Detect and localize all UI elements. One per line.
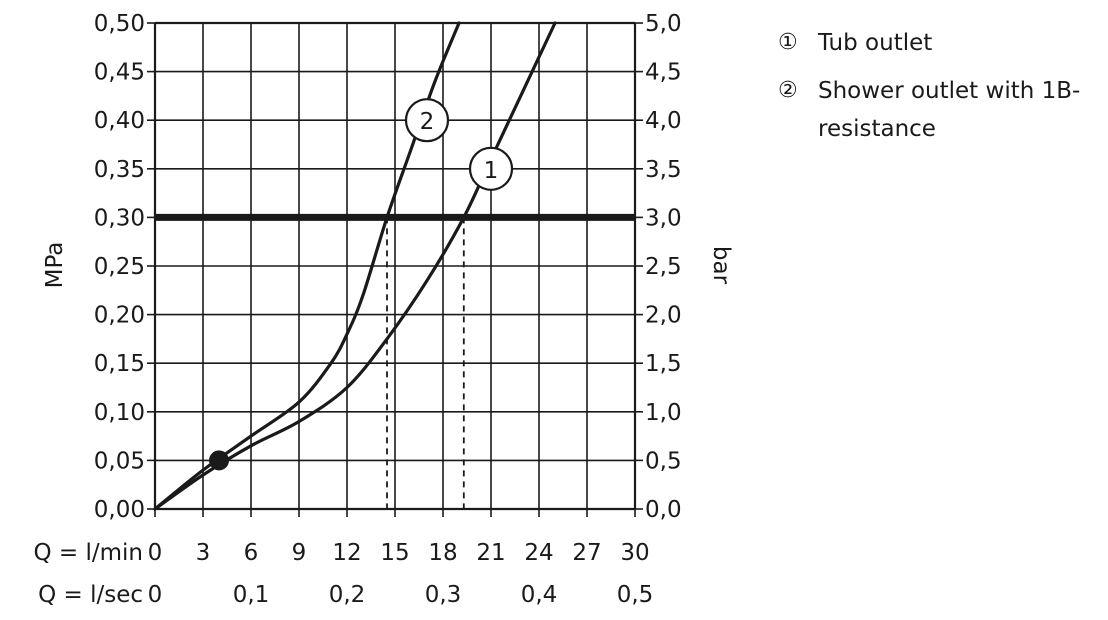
y-tick-label-bar: 3,0 xyxy=(645,205,682,231)
x-tick-label-lmin: 9 xyxy=(292,540,307,566)
y-tick-label-mpa: 0,30 xyxy=(94,205,145,231)
y-tick-label-bar: 0,0 xyxy=(645,497,682,523)
x-tick-label-lmin: 12 xyxy=(332,540,361,566)
x-tick-label-lsec: 0,2 xyxy=(329,582,366,608)
y-tick-label-mpa: 0,20 xyxy=(94,303,145,329)
y-tick-label-mpa: 0,40 xyxy=(94,108,145,134)
y-tick-label-bar: 3,5 xyxy=(645,157,682,183)
series-label-circle xyxy=(468,146,514,191)
x-tick-label-lmin: 0 xyxy=(148,540,163,566)
x-tick-label-lmin: 3 xyxy=(196,540,211,566)
x-tick-label-lmin: 24 xyxy=(524,540,553,566)
chart-grid xyxy=(147,21,643,517)
x-row-label-lsec: Q = l/sec xyxy=(38,582,143,608)
legend-label: Shower outlet with 1B-resistance xyxy=(818,78,1081,142)
y-tick-label-mpa: 0,15 xyxy=(94,351,145,377)
x-tick-label-lmin: 21 xyxy=(476,540,505,566)
x-row-label-lmin: Q = l/min xyxy=(33,540,143,566)
y-tick-label-mpa: 0,10 xyxy=(94,400,145,426)
series-curve-1 xyxy=(153,21,557,511)
y-tick-label-bar: 1,5 xyxy=(645,351,682,377)
legend-item-shower: ② Shower outlet with 1B-resistance xyxy=(778,72,1108,148)
legend: ① Tub outlet ② Shower outlet with 1B-res… xyxy=(778,24,1108,148)
y-tick-label-mpa: 0,00 xyxy=(94,497,145,523)
legend-number: ① xyxy=(778,30,798,55)
x-tick-label-lsec: 0,4 xyxy=(521,582,558,608)
x-tick-label-lmin: 18 xyxy=(428,540,457,566)
x-tick-label-lmin: 30 xyxy=(620,540,649,566)
y-tick-label-bar: 4,0 xyxy=(645,108,682,134)
tick-labels: 0 3 6 9 12 15 18 21 24 27 300 0,1 0,2 0,3 0,4 0,50,00 0,… xyxy=(94,11,682,608)
y-tick-label-bar: 4,5 xyxy=(645,60,682,86)
y-tick-label-mpa: 0,25 xyxy=(94,254,145,280)
series-label-circle xyxy=(404,98,450,143)
x-tick-label-lsec: 0,3 xyxy=(425,582,462,608)
y-tick-label-bar: 0,5 xyxy=(645,448,682,474)
pressure-flow-chart: 12 0 3 6 9 12 15 18 21 24 27 300 0,1 0,2 0,3 0,4 0,50,0… xyxy=(33,11,734,608)
legend-number: ② xyxy=(778,78,798,103)
y-tick-label-mpa: 0,05 xyxy=(94,448,145,474)
y-tick-label-mpa: 0,35 xyxy=(94,157,145,183)
x-tick-label-lmin: 27 xyxy=(572,540,601,566)
series-curves: 12 xyxy=(153,21,557,511)
legend-label: Tub outlet xyxy=(818,30,933,56)
y-tick-label-mpa: 0,50 xyxy=(94,11,145,37)
y-tick-label-mpa: 0,45 xyxy=(94,60,145,86)
y-tick-label-bar: 2,5 xyxy=(645,254,682,280)
y-axis-title-right: bar xyxy=(708,246,734,285)
y-tick-label-bar: 2,0 xyxy=(645,303,682,329)
series-label-2: 2 xyxy=(420,109,435,135)
marker-point xyxy=(209,450,229,471)
x-tick-label-lmin: 6 xyxy=(244,540,259,566)
y-axis-title-left: MPa xyxy=(42,242,68,289)
y-tick-label-bar: 1,0 xyxy=(645,400,682,426)
series-label-1: 1 xyxy=(484,158,499,184)
x-tick-label-lmin: 15 xyxy=(380,540,409,566)
x-tick-label-lsec: 0 xyxy=(148,582,163,608)
legend-item-tub: ① Tub outlet xyxy=(778,24,1108,62)
x-tick-label-lsec: 0,5 xyxy=(617,582,654,608)
y-tick-label-bar: 5,0 xyxy=(645,11,682,37)
x-tick-label-lsec: 0,1 xyxy=(233,582,270,608)
